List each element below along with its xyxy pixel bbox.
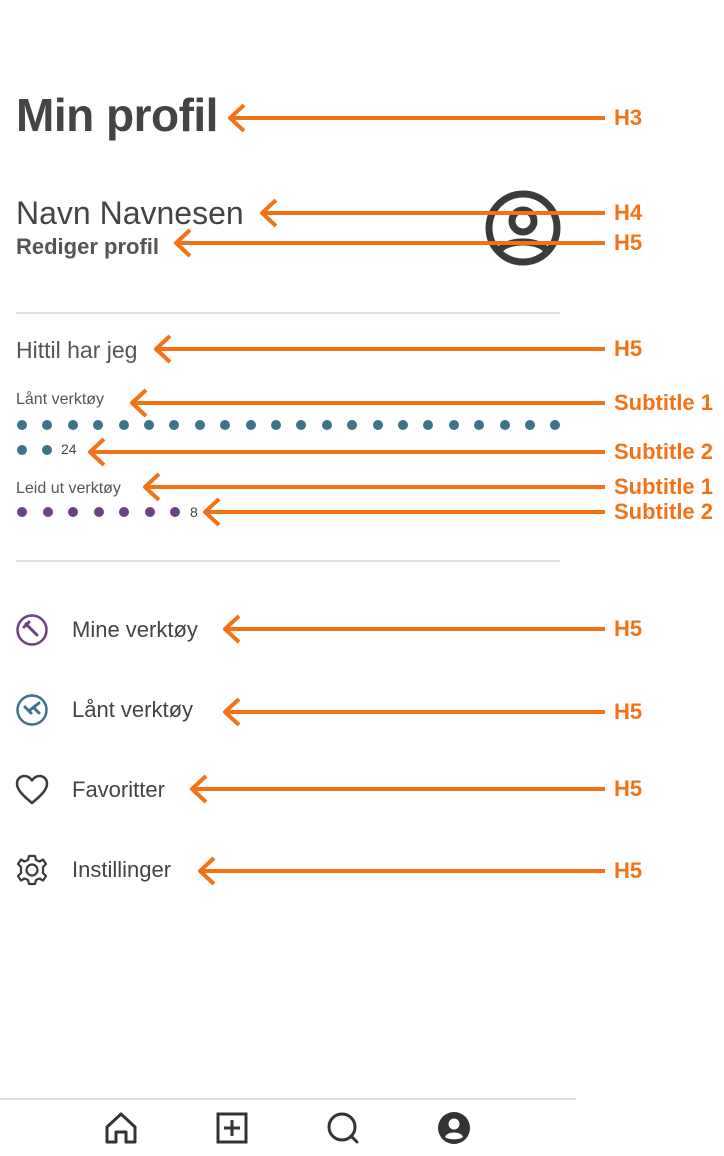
progress-dot [42, 420, 53, 430]
progress-dot [220, 420, 231, 430]
annotation-label: H5 [614, 776, 643, 801]
divider [16, 560, 560, 562]
gear-icon [14, 852, 50, 888]
progress-dot [144, 507, 155, 517]
annotation-label: H5 [614, 336, 643, 361]
annotation-arrow-head [228, 103, 246, 133]
annotation-arrow-head [130, 388, 148, 418]
annotation-arrow-head [223, 614, 241, 644]
annotation-arrow-head [174, 228, 192, 258]
menu-item-my-tools[interactable]: Mine verktøy [14, 610, 198, 650]
progress-dot [93, 507, 104, 517]
annotation-label: H5 [614, 858, 643, 883]
progress-dot [398, 420, 408, 430]
progress-dot [42, 507, 53, 517]
lent-count: 8 [190, 504, 198, 520]
borrowed-count: 24 [61, 441, 77, 457]
progress-dot [525, 420, 535, 430]
progress-dot [347, 420, 358, 430]
progress-dot [372, 420, 383, 430]
menu-item-label: Instillinger [72, 857, 172, 882]
profile-icon[interactable] [434, 1108, 474, 1148]
progress-dot [67, 420, 78, 430]
annotation-label: H5 [614, 699, 643, 724]
progress-dot [17, 445, 27, 455]
borrowed-label: Lånt verktøy [16, 391, 105, 408]
progress-dot [474, 420, 485, 430]
menu-item-settings[interactable]: Instillinger [14, 850, 171, 890]
annotation-arrow-head [198, 856, 216, 886]
profile-name: Navn Navnesen [16, 195, 244, 231]
annotation-label: H4 [614, 200, 643, 225]
progress-dot [194, 420, 205, 430]
progress-dot [42, 445, 53, 455]
stats-heading: Hittil har jeg [16, 337, 138, 363]
menu-item-label: Lånt verktøy [72, 697, 194, 722]
progress-dot [423, 420, 434, 430]
annotation-arrow-head [190, 774, 208, 804]
menu-item-borrowed-tools[interactable]: Lånt verktøy [14, 690, 193, 730]
progress-dot [448, 420, 459, 430]
bottom-nav-divider [0, 1098, 576, 1100]
annotation-arrow-head [203, 497, 221, 527]
progress-dot [17, 507, 27, 517]
annotation-arrow-head [88, 437, 106, 467]
progress-dot [170, 507, 180, 517]
annotation-label: H5 [614, 616, 643, 641]
home-icon[interactable] [101, 1108, 141, 1148]
page-title: Min profil [16, 89, 218, 141]
heart-icon [14, 772, 50, 808]
annotation-label: Subtitle 1 [614, 390, 714, 415]
annotation-label: H3 [614, 105, 643, 130]
progress-dot [68, 507, 78, 517]
progress-dot [17, 420, 27, 430]
edit-profile-link[interactable]: Rediger profil [16, 234, 160, 259]
annotation-label: Subtitle 2 [614, 439, 714, 464]
progress-dot [499, 420, 510, 430]
progress-dot [93, 420, 104, 430]
annotation-label: H5 [614, 230, 643, 255]
progress-dot [245, 420, 256, 430]
add-icon[interactable] [212, 1108, 252, 1148]
annotation-arrow-head [143, 472, 161, 502]
annotation-arrow-head [154, 334, 172, 364]
progress-dot [550, 420, 561, 430]
annotation-label: Subtitle 1 [614, 474, 714, 499]
menu-item-label: Favoritter [72, 777, 165, 802]
progress-dot [271, 420, 281, 430]
progress-dot [119, 507, 129, 517]
progress-dot [118, 420, 129, 430]
progress-dot [169, 420, 180, 430]
menu-item-favorites[interactable]: Favoritter [14, 770, 165, 810]
tool-circle-icon [14, 612, 50, 648]
menu-item-label: Mine verktøy [72, 617, 198, 642]
search-icon[interactable] [323, 1108, 363, 1148]
lent-label: Leid ut verktøy [16, 480, 121, 497]
progress-dot [321, 420, 332, 430]
progress-dot [296, 420, 307, 430]
borrowed-tool-icon [14, 692, 50, 728]
annotation-arrow-head [223, 697, 241, 727]
divider [16, 312, 560, 314]
annotation-arrow-head [260, 198, 278, 228]
progress-dot [144, 420, 154, 430]
annotation-label: Subtitle 2 [614, 499, 714, 524]
